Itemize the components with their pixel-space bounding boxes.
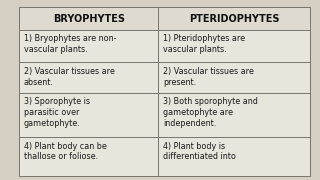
Text: 3) Sporophyte is
parasitic over
gametophyte.: 3) Sporophyte is parasitic over gametoph… <box>24 97 90 128</box>
Bar <box>158 30 310 62</box>
Bar <box>19 62 158 93</box>
Text: 4) Plant body is
differentiated into: 4) Plant body is differentiated into <box>163 141 236 161</box>
Bar <box>158 93 310 137</box>
Text: PTERIDOPHYTES: PTERIDOPHYTES <box>189 14 280 24</box>
Bar <box>19 30 158 62</box>
Bar <box>158 7 310 30</box>
Text: 1) Pteridophytes are
vascular plants.: 1) Pteridophytes are vascular plants. <box>163 34 245 54</box>
Bar <box>19 7 158 30</box>
Text: 2) Vascular tissues are
present.: 2) Vascular tissues are present. <box>163 67 254 87</box>
Text: 3) Both sporophyte and
gametophyte are
independent.: 3) Both sporophyte and gametophyte are i… <box>163 97 258 128</box>
Text: BRYOPHYTES: BRYOPHYTES <box>53 14 125 24</box>
Bar <box>19 137 158 176</box>
Text: 1) Bryophytes are non-
vascular plants.: 1) Bryophytes are non- vascular plants. <box>24 34 116 54</box>
Text: 4) Plant body can be
thallose or foliose.: 4) Plant body can be thallose or foliose… <box>24 141 107 161</box>
Bar <box>158 137 310 176</box>
Text: 2) Vascular tissues are
absent.: 2) Vascular tissues are absent. <box>24 67 115 87</box>
Bar <box>158 62 310 93</box>
Bar <box>19 93 158 137</box>
